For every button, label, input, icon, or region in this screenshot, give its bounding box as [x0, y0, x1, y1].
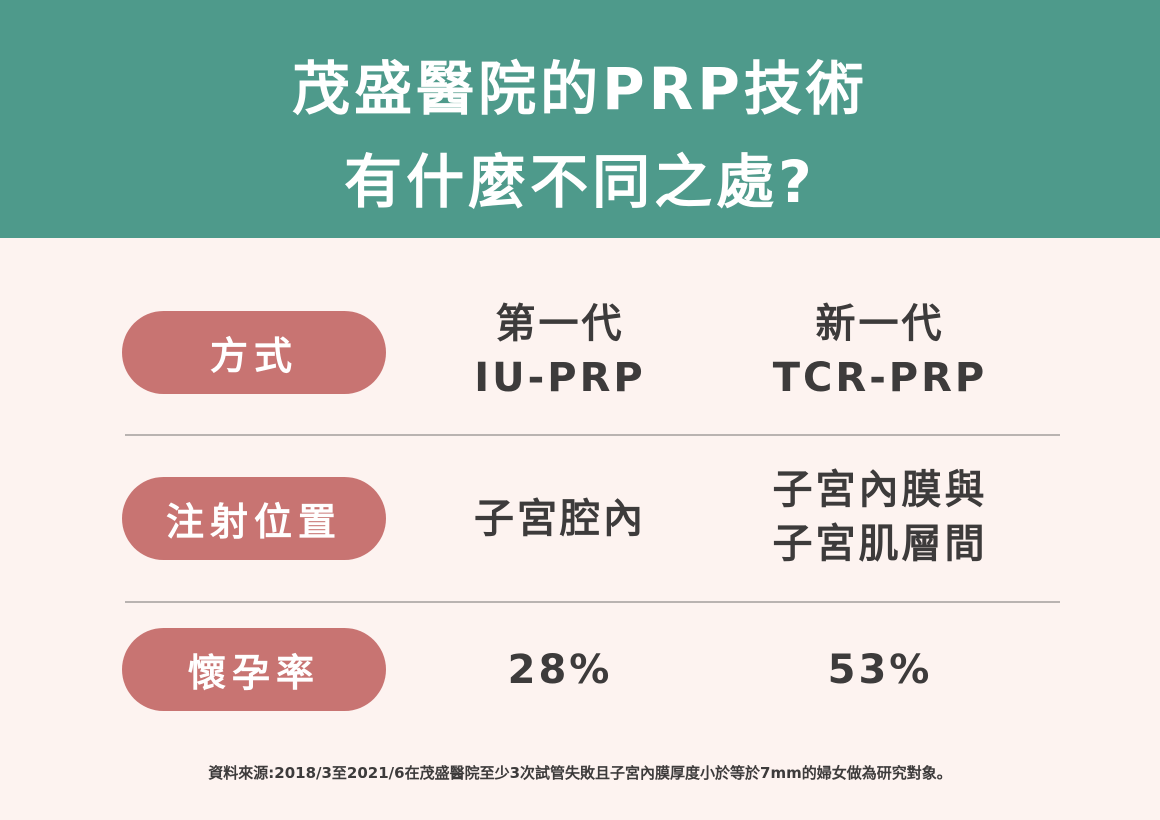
title-line-2: 有什麼不同之處?	[344, 148, 816, 216]
row-label-injection-site: 注射位置	[122, 477, 386, 560]
method-gen2: 新一代 TCR-PRP	[720, 297, 1040, 405]
method-gen2-line2: TCR-PRP	[772, 355, 988, 401]
site-gen1: 子宮腔內	[474, 496, 646, 542]
footnote: 資料來源:2018/3至2021/6在茂盛醫院至少3次試管失敗且子宮內膜厚度小於…	[208, 764, 952, 782]
title-banner: 茂盛醫院的PRP技術 有什麼不同之處?	[0, 0, 1160, 238]
row-label-pregnancy-rate: 懷孕率	[122, 628, 386, 711]
divider	[125, 434, 1060, 436]
method-gen2-line1: 新一代	[815, 301, 945, 347]
row-label-method: 方式	[122, 311, 386, 394]
site-gen2: 子宮內膜與 子宮肌層間	[720, 463, 1040, 571]
rate-gen2: 53%	[827, 647, 933, 693]
divider	[125, 601, 1060, 603]
method-gen1: 第一代 IU-PRP	[400, 297, 720, 405]
method-gen1-line2: IU-PRP	[474, 355, 646, 401]
site-gen2-line1: 子宮內膜與	[772, 467, 988, 513]
site-gen2-line2: 子宮肌層間	[772, 521, 988, 567]
rate-gen1: 28%	[507, 647, 613, 693]
title-line-1: 茂盛醫院的PRP技術	[292, 55, 868, 123]
method-gen1-line1: 第一代	[495, 301, 625, 347]
